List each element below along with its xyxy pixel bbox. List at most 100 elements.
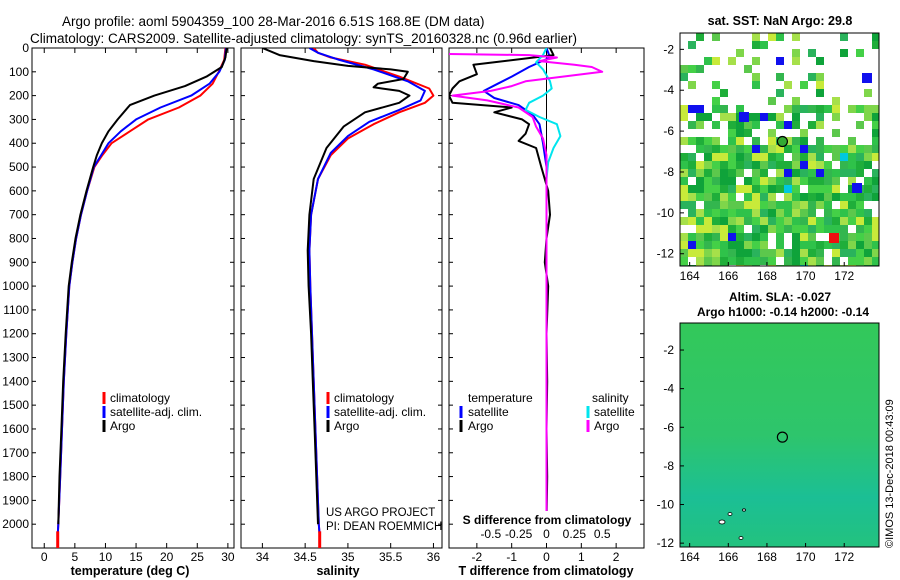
sst-cell <box>872 145 879 153</box>
sst-cell <box>776 177 784 185</box>
sst-cell <box>760 169 768 177</box>
sst-cell <box>784 169 792 177</box>
sst-cell <box>816 201 824 209</box>
sst-cell <box>760 209 768 217</box>
sst-cell <box>872 257 879 265</box>
sst-cell <box>848 177 856 185</box>
y-tick-label: 700 <box>9 208 29 222</box>
sst-cell <box>808 145 816 153</box>
sst-cell <box>680 153 688 161</box>
sst-cell <box>752 73 760 81</box>
legend-label-satellite: satellite-adj. clim. <box>334 405 426 419</box>
sst-cell <box>736 249 744 257</box>
sst-cell <box>712 257 720 265</box>
sst-cell <box>696 145 704 153</box>
sst-cell <box>840 169 848 177</box>
sst-cell <box>768 193 776 201</box>
sst-cell <box>752 161 760 169</box>
sst-cell <box>832 97 840 105</box>
sst-cell <box>864 105 872 113</box>
sst-cell <box>808 257 816 265</box>
y-tick-label: 300 <box>9 112 29 126</box>
x-tick-label: 30 <box>221 550 235 564</box>
sst-cell <box>864 153 872 161</box>
sst-cell <box>768 177 776 185</box>
sst-cell <box>728 121 736 129</box>
map-x-tick-label: 172 <box>834 269 854 283</box>
y-tick-label: 1800 <box>2 470 29 484</box>
sst-cell <box>736 161 744 169</box>
legend-label-climatology: climatology <box>334 391 394 405</box>
sst-cell <box>784 121 792 129</box>
sst-cell <box>728 153 736 161</box>
sst-map-frame <box>679 32 880 267</box>
sst-cell <box>728 161 736 169</box>
sst-cell <box>816 121 824 129</box>
sst-cell <box>784 201 792 209</box>
sst-cell <box>824 161 832 169</box>
sst-cell <box>816 57 824 65</box>
sst-cell <box>704 241 712 249</box>
sst-cell <box>728 209 736 217</box>
sst-cell <box>792 137 800 145</box>
sst-cell <box>840 193 848 201</box>
sst-cell <box>768 209 776 217</box>
sst-cell <box>808 161 816 169</box>
sst-cell <box>792 249 800 257</box>
sst-cell <box>784 105 792 113</box>
x-tick-label: 25 <box>191 550 205 564</box>
sst-cell <box>680 113 688 121</box>
sst-cell <box>744 145 752 153</box>
sst-cell <box>808 217 816 225</box>
sst-cell <box>712 161 720 169</box>
sst-cell <box>792 193 800 201</box>
sst-cell <box>816 257 824 265</box>
sst-cell <box>760 153 768 161</box>
sst-cell <box>832 249 840 257</box>
sst-cell <box>776 233 784 241</box>
y-tick-label: 400 <box>9 136 29 150</box>
sst-cell <box>864 193 872 201</box>
sst-cell <box>712 201 720 209</box>
sst-cell <box>728 57 736 65</box>
sst-cell <box>800 209 808 217</box>
sst-cell <box>688 185 696 193</box>
sst-cell <box>864 145 872 153</box>
sst-cell <box>824 209 832 217</box>
sst-cell <box>712 225 720 233</box>
salinity-series-group <box>262 48 435 548</box>
sst-cell <box>752 137 760 145</box>
sst-cell <box>688 137 696 145</box>
sst-cell <box>720 201 728 209</box>
sst-cell <box>712 185 720 193</box>
sst-cell <box>744 217 752 225</box>
sst-cell <box>696 257 704 265</box>
sst-cell <box>680 241 688 249</box>
sst-cell <box>752 169 760 177</box>
credit-line2: PI: DEAN ROEMMICH <box>326 521 442 533</box>
sst-cell <box>680 257 688 265</box>
sst-cell <box>760 161 768 169</box>
sst-cell <box>840 217 848 225</box>
sst-cell <box>680 73 688 81</box>
sst-cell <box>864 177 872 185</box>
sst-cell <box>808 249 816 257</box>
sst-cell <box>872 153 879 161</box>
legend-label-argo: Argo <box>334 419 360 433</box>
sst-cell <box>784 161 792 169</box>
y-tick-label: 1100 <box>3 303 29 317</box>
sst-cell <box>856 145 864 153</box>
sst-cell <box>736 209 744 217</box>
sst-cell <box>784 177 792 185</box>
x-tick-label: -1 <box>506 550 517 564</box>
sst-cell <box>808 169 816 177</box>
sst-cell <box>864 249 872 257</box>
sst-cell <box>736 153 744 161</box>
sst-cell <box>856 153 864 161</box>
sst-cell <box>832 177 840 185</box>
sst-cell <box>720 153 728 161</box>
sst-cell <box>744 177 752 185</box>
island <box>727 512 733 516</box>
sst-cell <box>680 177 688 185</box>
sst-cell <box>832 153 840 161</box>
